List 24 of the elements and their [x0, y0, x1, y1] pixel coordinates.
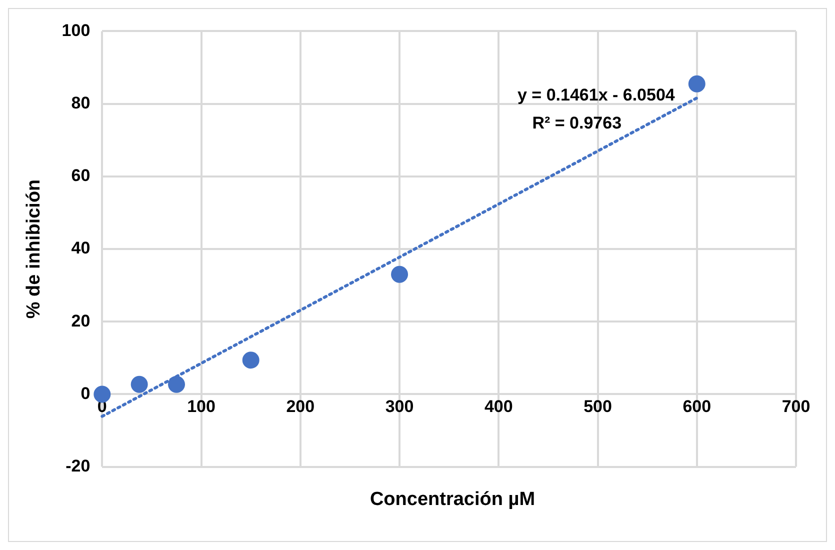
y-tick-label: -20: [66, 456, 90, 476]
point: [242, 352, 260, 369]
annotation: R² = 0.9763: [532, 114, 622, 133]
annotation: y = 0.1461x - 6.0504: [517, 86, 676, 105]
y-tick-label: 60: [71, 166, 90, 186]
y-axis-title: % de inhibición: [24, 179, 45, 319]
point: [130, 376, 148, 393]
x-tick-label: 300: [385, 397, 414, 416]
point: [391, 266, 408, 283]
point: [94, 386, 111, 403]
x-tick-label: 600: [682, 397, 712, 416]
x-tick-label: 100: [187, 397, 216, 416]
y-tick-label: 20: [71, 311, 90, 330]
x-tick-label: 400: [484, 397, 513, 416]
point: [688, 75, 706, 92]
x-tick-label: 200: [286, 397, 315, 416]
y-tick-label: 80: [71, 93, 90, 112]
x-tick-label: 700: [782, 397, 810, 416]
x-tick-label: 500: [584, 397, 612, 416]
point: [168, 376, 186, 393]
y-tick-label: 0: [80, 384, 90, 403]
y-tick-label: 40: [71, 238, 90, 258]
x-axis-title: Concentración µM: [368, 489, 536, 511]
y-tick-label: 100: [62, 20, 90, 40]
